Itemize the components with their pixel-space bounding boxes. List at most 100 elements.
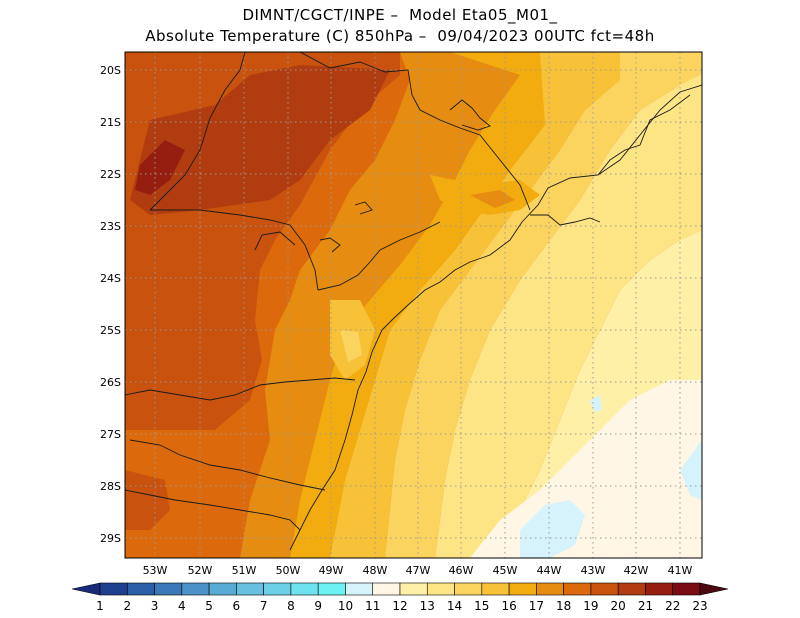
lon-label: 48W <box>363 564 388 577</box>
colorbar-swatch <box>672 582 701 596</box>
colorbar-swatch <box>290 582 319 596</box>
colorbar-label: 18 <box>556 599 571 613</box>
temp-band-14 <box>385 52 702 558</box>
state-border-pr-sp <box>317 221 441 291</box>
state-border-sc-rs <box>129 439 326 491</box>
colorbar-swatch <box>317 582 346 596</box>
colorbar-swatch <box>126 582 155 596</box>
river-outline-a <box>254 231 296 251</box>
colorbar-label: 21 <box>638 599 653 613</box>
lon-label: 44W <box>537 564 562 577</box>
lon-label: 42W <box>624 564 649 577</box>
temp-band-11 <box>470 380 702 558</box>
lat-label: 23S <box>100 220 121 233</box>
colorbar-swatch <box>345 582 374 596</box>
lat-label: 22S <box>100 168 121 181</box>
lat-label: 20S <box>100 64 121 77</box>
lat-label: 29S <box>100 532 121 545</box>
temp-band-19-south <box>125 470 170 530</box>
colorbar-swatch <box>426 582 455 596</box>
colorbar-swatch <box>563 582 592 596</box>
lon-label: 43W <box>581 564 606 577</box>
river-outline-c <box>354 201 373 215</box>
lat-label: 27S <box>100 428 121 441</box>
colorbar-swatch <box>263 582 292 596</box>
colorbar: 1 2 3 4 5 6 7 8 9 10 11 12 13 14 15 16 17 18 19 20 21 22 23 <box>71 582 729 613</box>
temp-band-15 <box>330 52 702 558</box>
colorbar-label: 12 <box>392 599 407 613</box>
river-outline-b <box>319 237 341 253</box>
lat-label: 21S <box>100 116 121 129</box>
colorbar-swatch <box>181 582 210 596</box>
colorbar-swatch <box>590 582 619 596</box>
colorbar-label: 1 <box>96 599 104 613</box>
temp-band-14-interior <box>340 330 362 362</box>
temp-band-17-coast <box>470 190 515 208</box>
colorbar-swatch <box>372 582 401 596</box>
colorbar-label: 4 <box>178 599 186 613</box>
colorbar-label: 16 <box>501 599 516 613</box>
lat-label: 25S <box>100 324 121 337</box>
colorbar-swatch <box>236 582 264 596</box>
colorbar-label: 6 <box>233 599 241 613</box>
colorbar-label: 22 <box>665 599 680 613</box>
lat-label: 24S <box>100 272 121 285</box>
colorbar-swatch <box>454 582 483 596</box>
colorbar-label: 10 <box>338 599 353 613</box>
colorbar-right-arrow <box>699 582 729 596</box>
colorbar-left-arrow <box>71 582 101 596</box>
lon-label: 53W <box>143 564 168 577</box>
colorbar-label: 19 <box>583 599 598 613</box>
coastline <box>289 84 702 551</box>
lat-axis: 20S 21S 22S 23S 24S 25S 26S 27S 28S 29S <box>100 64 121 545</box>
colorbar-swatch <box>208 582 237 596</box>
colorbar-label: 14 <box>447 599 462 613</box>
lon-label: 47W <box>406 564 431 577</box>
title-line-2: Absolute Temperature (C) 850hPa – 09/04/… <box>145 27 655 45</box>
temperature-field <box>125 52 702 558</box>
colorbar-swatch <box>399 582 428 596</box>
colorbar-label: 8 <box>287 599 295 613</box>
colorbar-label: 3 <box>151 599 159 613</box>
colorbar-swatch <box>508 582 537 596</box>
temp-band-21-west <box>135 140 185 195</box>
colorbar-label: 7 <box>260 599 268 613</box>
state-border-mg <box>299 52 531 211</box>
lat-label: 28S <box>100 480 121 493</box>
state-border-pr-sc <box>125 377 356 401</box>
state-border-ms-go <box>149 52 246 211</box>
lon-label: 52W <box>188 564 213 577</box>
lon-label: 49W <box>319 564 344 577</box>
boundaries <box>125 52 702 551</box>
state-border-ms-sp <box>150 209 319 291</box>
coastline-islands <box>530 214 601 226</box>
temp-band-13 <box>435 75 702 558</box>
lon-axis: 53W 52W 51W 50W 49W 48W 47W 46W 45W 44W … <box>143 564 693 577</box>
colorbar-label: 13 <box>420 599 435 613</box>
temp-band-20-west <box>130 65 390 215</box>
temp-band-10-b <box>680 440 702 500</box>
state-border-rs <box>125 489 301 531</box>
colorbar-label: 20 <box>611 599 626 613</box>
map-frame <box>124 51 703 559</box>
colorbar-swatch <box>645 582 674 596</box>
colorbar-label: 15 <box>474 599 489 613</box>
lon-label: 46W <box>449 564 474 577</box>
colorbar-label: 2 <box>123 599 131 613</box>
lon-label: 50W <box>276 564 301 577</box>
colorbar-swatch <box>481 582 510 596</box>
colorbar-swatch <box>99 582 128 596</box>
colorbar-label: 23 <box>692 599 707 613</box>
colorbar-swatch <box>536 582 564 596</box>
colorbar-label: 17 <box>529 599 544 613</box>
title-line-1: DIMNT/CGCT/INPE – Model Eta05_M01_ <box>242 6 558 24</box>
lon-label: 51W <box>232 564 257 577</box>
lat-label: 26S <box>100 376 121 389</box>
lon-label: 45W <box>493 564 518 577</box>
temp-band-10-a <box>520 500 585 558</box>
reservoir-outline <box>449 99 491 131</box>
colorbar-label: 11 <box>365 599 380 613</box>
state-border-rj-es <box>597 94 691 176</box>
colorbar-label: 5 <box>205 599 213 613</box>
